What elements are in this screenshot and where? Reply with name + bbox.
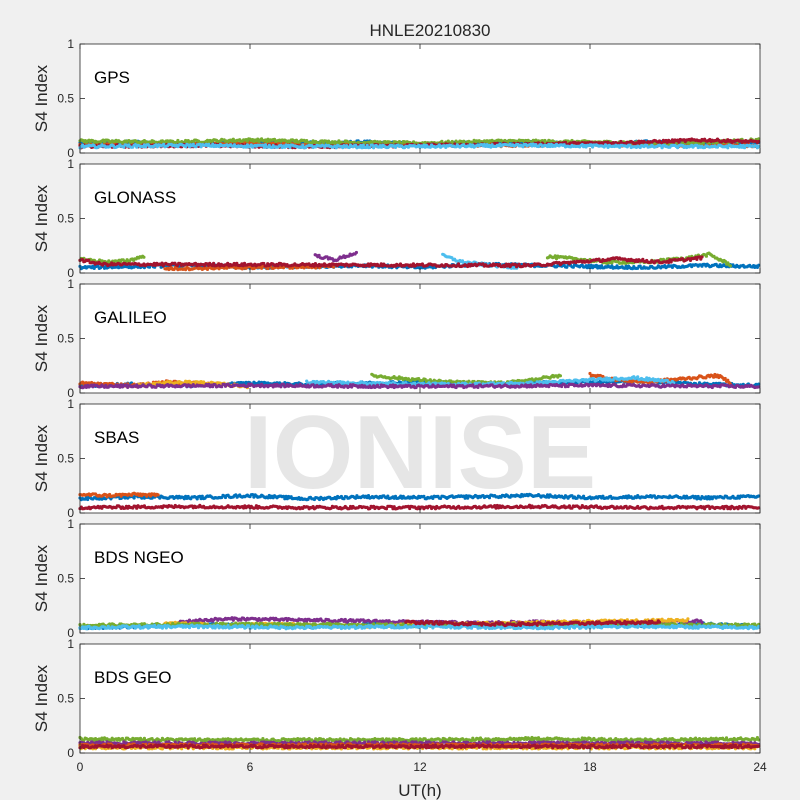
chart-title: HNLE20210830 (370, 21, 491, 40)
data-point (354, 250, 358, 255)
y-axis-label: S4 Index (32, 64, 51, 132)
panel-label: GPS (94, 68, 130, 87)
panel-label: GLONASS (94, 188, 176, 207)
plot-area (80, 164, 760, 273)
y-tick-label: 0.5 (57, 92, 74, 106)
y-tick-label: 0.5 (57, 212, 74, 226)
series-marks (78, 137, 761, 150)
plot-area (80, 44, 760, 153)
y-tick-label: 1 (67, 37, 74, 51)
y-axis-label: S4 Index (32, 184, 51, 252)
data-point (142, 255, 146, 259)
y-tick-label: 1 (67, 157, 74, 171)
plot-area (80, 284, 760, 393)
data-point (728, 264, 733, 268)
data-point (700, 255, 704, 259)
